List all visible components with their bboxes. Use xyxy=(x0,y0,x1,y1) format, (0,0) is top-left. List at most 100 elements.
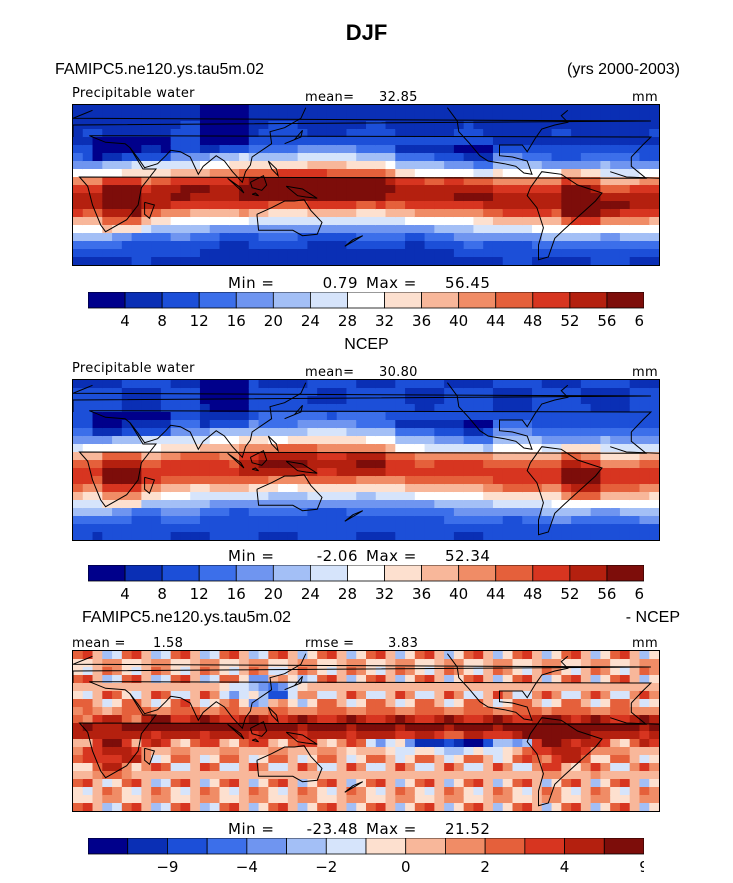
panel1-colorbar-swatch xyxy=(309,292,348,309)
panel1-coastline xyxy=(249,174,268,191)
panel3-colorbar-swatch xyxy=(167,838,208,855)
panel2-colorbar-tick: 60 xyxy=(634,585,644,603)
obs-name: NCEP xyxy=(344,336,389,353)
panel2-colorbar-swatch xyxy=(532,565,571,582)
panel2-colorbar-swatch xyxy=(458,565,497,582)
panel2-colorbar-swatch xyxy=(235,565,274,582)
panel2-min-label: Min = xyxy=(228,547,275,565)
panel1-colorbar-tick: 36 xyxy=(412,312,431,330)
panel1-colorbar-swatch xyxy=(458,292,497,309)
panel3-coastline xyxy=(251,738,259,743)
panel3-colorbar: −9 −4 −2 0 2 4 9 xyxy=(88,838,644,876)
panel3-coastline xyxy=(249,720,268,737)
panel1-colorbar-tick: 56 xyxy=(597,312,616,330)
panel1-map xyxy=(72,104,660,266)
panel1-colorbar-tick: 48 xyxy=(523,312,542,330)
panel2-coastline xyxy=(227,452,245,469)
panel3-colorbar-swatch xyxy=(484,838,526,855)
panel2-coastline xyxy=(610,446,659,454)
panel2-colorbar-swatch xyxy=(161,565,200,582)
panel2-colorbar-swatch xyxy=(124,565,163,582)
panel1-colorbar-tick: 28 xyxy=(338,312,357,330)
panel3-colorbar-swatch xyxy=(88,838,129,855)
panel3-colorbar-tick: 9 xyxy=(639,858,644,876)
panel1-colorbar-swatch xyxy=(124,292,163,309)
panel2-colorbar-swatch xyxy=(88,565,126,582)
panel1-colorbar-tick: 40 xyxy=(449,312,468,330)
panel2-coastline xyxy=(284,404,303,420)
panel3-coastline xyxy=(227,723,245,740)
panel1-colorbar-tick: 16 xyxy=(227,312,246,330)
panel2-colorbar-tick: 36 xyxy=(412,585,431,603)
panel3-colorbar-swatch xyxy=(564,838,605,855)
panel2-map xyxy=(72,379,660,541)
case-name: FAMIPC5.ne120.ys.tau5m.02 xyxy=(55,61,264,78)
panel3-colorbar-swatch xyxy=(445,838,486,855)
panel2-coastline xyxy=(73,384,651,412)
panel3-colorbar-tick: 4 xyxy=(560,858,570,876)
panel1-coastline xyxy=(129,107,307,184)
panel2-coastline xyxy=(285,460,318,474)
panel2-heatmap xyxy=(73,380,659,540)
panel1-colorbar-swatch xyxy=(421,292,460,309)
panel3-colorbar-tick: 2 xyxy=(480,858,490,876)
panel1-coastline xyxy=(285,185,318,199)
panel1-min-value: 0.79 xyxy=(322,274,358,292)
panel1-coastline xyxy=(610,171,659,179)
panel1-variable-label: Precipitable water xyxy=(72,86,195,101)
panel3-coastline xyxy=(144,747,156,766)
panel2-colorbar-tick: 12 xyxy=(190,585,209,603)
panel2-variable-label: Precipitable water xyxy=(72,361,195,376)
panel3-coastline xyxy=(344,781,363,793)
panel2-max-label: Max = xyxy=(366,547,417,565)
panel3-colorbar-swatch xyxy=(246,838,287,855)
panel3-mean-value: 1.58 xyxy=(153,636,184,651)
panel3-colorbar-tick: −2 xyxy=(315,858,337,876)
panel2-colorbar-tick: 32 xyxy=(375,585,394,603)
panel3-coastline xyxy=(610,717,659,725)
panel1-coastline xyxy=(251,192,259,197)
panel2-colorbar-swatch xyxy=(384,565,422,582)
panel3-colorbar-swatch xyxy=(206,838,248,855)
panel1-coastline xyxy=(144,201,156,220)
panel1-max-value: 56.45 xyxy=(445,274,491,292)
panel1-coastline xyxy=(526,171,603,261)
panel3-units: mm xyxy=(632,636,658,651)
panel2-coastline xyxy=(251,467,259,472)
panel1-colorbar-tick: 52 xyxy=(560,312,579,330)
panel3-coastline xyxy=(285,731,318,745)
panel1-heatmap xyxy=(73,105,659,265)
panel1-colorbar-tick: 24 xyxy=(301,312,320,330)
panel3-rmse-label: rmse = xyxy=(305,636,355,651)
panel1-colorbar-tick: 8 xyxy=(157,312,167,330)
panel2-units: mm xyxy=(632,365,658,380)
panel2-colorbar-swatch xyxy=(606,565,644,582)
panel2-colorbar-tick: 52 xyxy=(560,585,579,603)
panel1-coastline xyxy=(344,235,363,247)
panel3-coastline xyxy=(267,706,280,724)
figure-title: DJF xyxy=(345,20,388,45)
panel1-max-label: Max = xyxy=(366,274,417,292)
panel1-colorbar-tick: 60 xyxy=(634,312,644,330)
panel1-colorbar-swatch xyxy=(272,292,311,309)
panel2-colorbar-swatch xyxy=(309,565,348,582)
panel1-colorbar-swatch xyxy=(347,292,385,309)
diff-case-name: FAMIPC5.ne120.ys.tau5m.02 xyxy=(82,609,291,626)
panel1-coastline xyxy=(73,109,651,137)
panel2-coastline xyxy=(144,476,156,495)
panel3-colorbar-tick: −4 xyxy=(236,858,258,876)
panel2-colorbar-swatch xyxy=(569,565,608,582)
panel2-coastline xyxy=(344,510,363,522)
years-label: (yrs 2000-2003) xyxy=(567,61,680,78)
panel3-colorbar-swatch xyxy=(603,838,644,855)
panel3-mean-label: mean = xyxy=(72,636,126,651)
panel2-coastline xyxy=(249,449,268,466)
panel2-colorbar: 4812162024283236404448525660 xyxy=(88,565,644,603)
panel2-mean-label: mean= xyxy=(305,365,355,380)
panel1-colorbar-swatch xyxy=(495,292,534,309)
panel3-colorbar-tick: −9 xyxy=(156,858,178,876)
panel1-colorbar-tick: 20 xyxy=(264,312,283,330)
panel3-max-value: 21.52 xyxy=(445,820,491,838)
panel1-colorbar-tick: 12 xyxy=(190,312,209,330)
panel3-coastline xyxy=(526,717,603,807)
